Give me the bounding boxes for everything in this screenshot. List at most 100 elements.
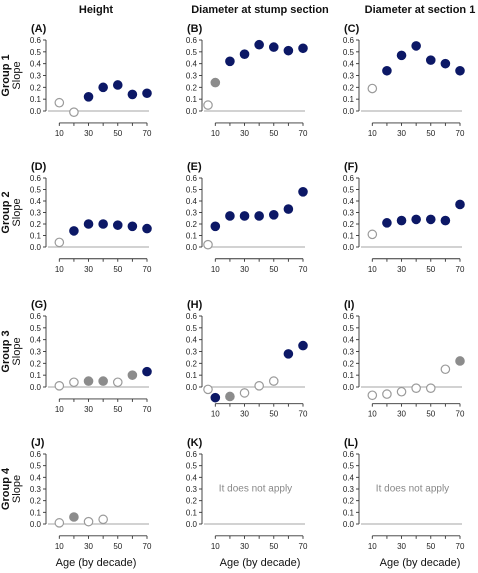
y-tick-label: 0.0 — [30, 107, 42, 116]
y-tick-label: 0.4 — [186, 197, 198, 206]
column-title: Diameter at stump section — [191, 4, 329, 16]
data-point — [210, 392, 221, 403]
y-tick-label: 0.0 — [186, 243, 198, 252]
x-tick-label: 50 — [426, 410, 435, 419]
data-point — [254, 381, 264, 391]
data-point — [203, 384, 213, 395]
y-axis-label: Slope — [11, 337, 23, 365]
y-tick-label: 0.6 — [30, 174, 42, 183]
data-point — [254, 211, 264, 221]
panel: (D) 0.0 0.1 0.2 0.3 0.4 0.5 0.6 10 30 50 70 — [30, 161, 152, 274]
data-point — [225, 391, 235, 402]
data-point — [440, 58, 451, 69]
y-tick-label: 0.5 — [186, 48, 198, 57]
x-tick-label: 30 — [240, 542, 249, 551]
x-tick-label: 70 — [299, 410, 308, 419]
panel: (A) 0.0 0.1 0.2 0.3 0.4 0.5 0.6 10 30 50 70 — [30, 23, 152, 138]
data-point — [98, 376, 108, 386]
y-tick-label: 0.3 — [186, 485, 198, 494]
data-point — [203, 100, 213, 110]
annotation: It does not apply — [219, 483, 292, 494]
y-tick-label: 0.4 — [343, 336, 355, 345]
data-point — [268, 42, 279, 52]
data-point — [268, 210, 279, 220]
x-tick-label: 50 — [269, 542, 278, 551]
y-tick-label: 0.6 — [343, 174, 355, 183]
x-tick-label: 50 — [113, 129, 122, 138]
y-tick-label: 0.4 — [343, 473, 355, 482]
y-tick-label: 0.2 — [30, 497, 42, 506]
y-tick-label: 0.4 — [186, 473, 198, 482]
panel: (C) 0.0 0.1 0.2 0.3 0.4 0.5 0.6 10 30 50 70 — [343, 23, 465, 138]
data-point — [411, 214, 421, 225]
data-point — [425, 383, 436, 393]
panel-label: (I) — [344, 299, 355, 311]
y-tick-label: 0.1 — [30, 95, 42, 104]
y-tick-label: 0.6 — [343, 450, 355, 459]
panel-label: (G) — [31, 299, 47, 311]
y-tick-label: 0.6 — [186, 174, 198, 183]
data-point — [268, 376, 279, 386]
y-tick-label: 0.1 — [343, 95, 355, 104]
y-tick-label: 0.2 — [30, 83, 42, 92]
data-point — [283, 204, 294, 214]
data-point — [142, 88, 152, 99]
panel-label: (E) — [187, 161, 202, 173]
y-tick-label: 0.6 — [343, 312, 355, 321]
panel: (F) 0.0 0.1 0.2 0.3 0.4 0.5 0.6 10 30 50 70 — [343, 161, 465, 274]
data-point — [254, 39, 264, 50]
y-tick-label: 0.4 — [30, 197, 42, 206]
data-point — [203, 239, 213, 250]
x-tick-label: 70 — [299, 129, 308, 138]
data-point — [210, 221, 221, 232]
data-point — [367, 390, 378, 401]
y-tick-label: 0.4 — [30, 60, 42, 69]
panel: (E) 0.0 0.1 0.2 0.3 0.4 0.5 0.6 10 30 50 70 — [186, 161, 308, 274]
y-tick-label: 0.3 — [30, 209, 42, 218]
y-tick-label: 0.5 — [30, 186, 42, 195]
data-point — [239, 211, 250, 221]
x-tick-label: 10 — [211, 265, 220, 274]
data-point — [112, 220, 123, 230]
data-point — [411, 41, 421, 51]
y-tick-label: 0.2 — [186, 220, 198, 229]
y-tick-label: 0.0 — [343, 107, 355, 116]
x-tick-label: 30 — [240, 265, 249, 274]
x-tick-label: 70 — [299, 265, 308, 274]
y-tick-label: 0.0 — [186, 107, 198, 116]
y-axis-label: Slope — [11, 61, 23, 89]
y-tick-label: 0.1 — [30, 508, 42, 517]
data-point — [83, 516, 94, 527]
data-point — [127, 89, 138, 100]
data-point — [69, 107, 79, 117]
data-point — [382, 65, 392, 76]
y-tick-label: 0.3 — [186, 72, 198, 81]
x-tick-label: 10 — [211, 410, 220, 419]
y-tick-label: 0.2 — [30, 359, 42, 368]
panel: (H) 0.0 0.1 0.2 0.3 0.4 0.5 0.6 10 30 50 70 — [186, 299, 308, 419]
x-tick-label: 30 — [84, 405, 93, 414]
y-axis-label: Slope — [11, 198, 23, 226]
y-tick-label: 0.3 — [343, 209, 355, 218]
x-tick-label: 70 — [456, 410, 465, 419]
x-tick-label: 70 — [456, 129, 465, 138]
panel: (B) 0.0 0.1 0.2 0.3 0.4 0.5 0.6 10 30 50 70 — [186, 23, 308, 138]
x-tick-label: 10 — [368, 542, 377, 551]
data-point — [54, 237, 65, 248]
x-tick-label: 10 — [368, 410, 377, 419]
y-tick-label: 0.6 — [30, 450, 42, 459]
y-tick-label: 0.2 — [30, 220, 42, 229]
data-point — [298, 340, 308, 351]
x-tick-label: 50 — [426, 542, 435, 551]
data-point — [69, 512, 79, 522]
y-tick-label: 0.0 — [30, 243, 42, 252]
y-tick-label: 0.4 — [30, 336, 42, 345]
y-tick-label: 0.6 — [30, 36, 42, 45]
y-tick-label: 0.4 — [343, 197, 355, 206]
y-tick-label: 0.5 — [30, 462, 42, 471]
x-tick-label: 50 — [269, 265, 278, 274]
y-tick-label: 0.5 — [186, 462, 198, 471]
data-point — [396, 50, 407, 61]
y-tick-label: 0.4 — [186, 336, 198, 345]
